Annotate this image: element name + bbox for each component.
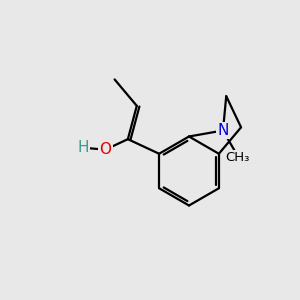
Text: N: N	[217, 123, 229, 138]
Text: H: H	[77, 140, 89, 155]
Text: O: O	[99, 142, 111, 157]
Text: CH₃: CH₃	[225, 151, 249, 164]
